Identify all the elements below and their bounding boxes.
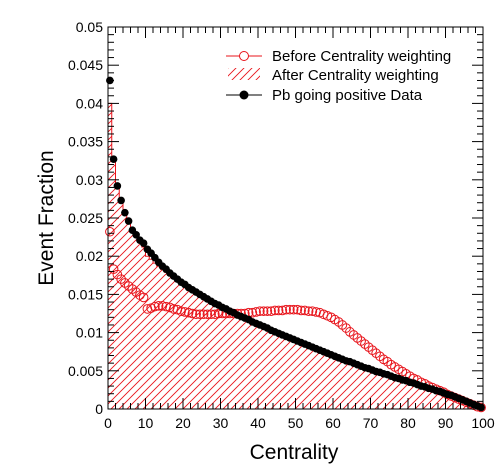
before-weighting-point	[363, 342, 374, 352]
y-axis-title: Event Fraction	[35, 150, 58, 285]
x-tick-label: 70	[363, 415, 379, 431]
data-point	[113, 182, 122, 190]
before-weighting-point	[360, 339, 370, 349]
before-weighting-point	[266, 306, 276, 317]
before-weighting-point	[375, 351, 385, 362]
before-weighting-point	[138, 292, 149, 303]
before-weighting-point	[285, 304, 295, 315]
before-weighting-point	[277, 305, 288, 316]
data-point	[117, 196, 125, 205]
before-weighting-point	[281, 304, 291, 315]
before-weighting-point	[356, 336, 366, 346]
before-weighting-point	[348, 330, 359, 340]
data-point	[132, 231, 140, 239]
before-weighting-point	[292, 304, 303, 315]
y-tick-label: 0.005	[68, 363, 103, 379]
before-weighting-point	[161, 301, 171, 312]
y-tick-label: 0.01	[76, 325, 103, 341]
x-tick-label: 0	[104, 415, 112, 431]
after-weighting-histogram	[107, 102, 484, 409]
data-point	[139, 239, 148, 248]
before-weighting-point	[153, 301, 164, 311]
y-tick-labels: 0 0.005 0.01 0.015 0.02 0.025 0.03 0.035 0.04 0.0…	[68, 19, 103, 417]
data-point	[124, 217, 133, 225]
before-weighting-point	[157, 301, 168, 311]
before-weighting-point	[262, 306, 273, 317]
before-weighting-point	[311, 307, 321, 317]
before-weighting-point	[183, 307, 194, 318]
data-point	[121, 208, 129, 217]
before-weighting-point	[191, 309, 201, 320]
x-tick-label: 40	[250, 415, 266, 431]
before-weighting-point	[210, 309, 220, 320]
y-tick-label: 0.05	[76, 19, 103, 35]
y-tick-label: 0.03	[76, 172, 103, 188]
before-weighting-point	[337, 320, 348, 330]
y-tick-label: 0.04	[76, 95, 103, 111]
before-weighting-point	[195, 309, 205, 320]
x-tick-label: 90	[438, 415, 454, 431]
before-weighting-point	[180, 307, 190, 317]
before-weighting-point	[296, 305, 306, 316]
before-weighting-point	[176, 306, 186, 317]
data-point	[477, 403, 485, 412]
x-tick-label: 100	[471, 415, 495, 431]
legend-label-after: After Centrality weighting	[272, 67, 439, 84]
before-weighting-point	[258, 306, 269, 317]
before-weighting-point	[251, 307, 261, 317]
before-weighting-point	[105, 226, 115, 237]
legend-marker-filled-circle	[239, 90, 249, 100]
y-tick-label: 0.045	[68, 57, 103, 73]
histogram-fill	[108, 103, 483, 409]
legend-entry-data: Pb going positive Data	[226, 87, 423, 104]
before-weighting-point	[307, 306, 318, 317]
y-tick-label: 0	[95, 401, 103, 417]
x-tick-labels: 0 10 20 30 40 50 60 70 80 90 100	[104, 415, 495, 431]
axis-ticks	[107, 26, 484, 410]
before-weighting-point	[303, 306, 314, 317]
y-tick-label: 0.025	[68, 210, 103, 226]
x-tick-label: 60	[325, 415, 341, 431]
legend-entry-before: Before Centrality weighting	[226, 48, 451, 65]
y-tick-label: 0.015	[68, 286, 103, 302]
pb-data-markers	[106, 76, 485, 412]
before-weighting-point	[213, 308, 224, 319]
before-weighting-point	[367, 345, 378, 355]
before-weighting-point	[150, 301, 160, 312]
before-weighting-point	[288, 304, 299, 315]
x-tick-label: 30	[213, 415, 229, 431]
legend-label-before: Before Centrality weighting	[272, 48, 451, 65]
before-weighting-point	[168, 304, 179, 314]
before-weighting-point	[206, 309, 216, 320]
x-tick-label: 50	[288, 415, 304, 431]
legend-marker-open-circle	[239, 51, 249, 61]
y-tick-label: 0.035	[68, 134, 103, 150]
y-tick-label: 0.02	[76, 248, 103, 264]
before-weighting-point	[247, 307, 258, 318]
legend-label-data: Pb going positive Data	[272, 87, 423, 104]
x-tick-label: 10	[138, 415, 154, 431]
x-tick-label: 20	[175, 415, 191, 431]
legend-marker-hatch	[228, 68, 260, 80]
before-weighting-point	[142, 304, 153, 314]
before-weighting-point	[202, 309, 213, 320]
before-weighting-point	[371, 348, 381, 359]
before-weighting-point	[198, 309, 209, 320]
before-weighting-point	[270, 305, 280, 316]
before-weighting-point	[300, 305, 310, 316]
before-weighting-point	[273, 305, 284, 316]
legend: Before Centrality weighting After Centra…	[226, 48, 451, 104]
before-weighting-point	[187, 308, 198, 319]
x-tick-label: 80	[400, 415, 416, 431]
before-weighting-point	[352, 333, 363, 343]
x-axis-title: Centrality	[250, 441, 339, 464]
legend-entry-after: After Centrality weighting	[228, 67, 439, 84]
before-weighting-point	[255, 306, 265, 317]
